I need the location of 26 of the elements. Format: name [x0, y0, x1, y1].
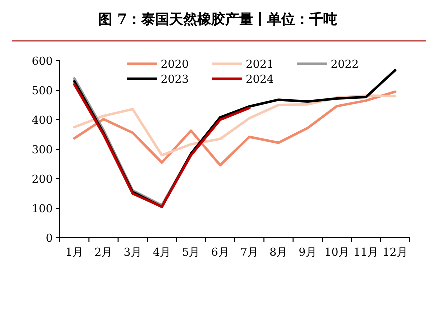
- x-tick-label: 12月: [382, 246, 408, 259]
- x-tick-label: 6月: [211, 246, 230, 259]
- legend-label: 2022: [331, 58, 359, 71]
- legend-label: 2021: [246, 58, 274, 71]
- chart-title: 图 7：泰国天然橡胶产量丨单位：千吨: [98, 11, 338, 28]
- legend-label: 2020: [161, 58, 189, 71]
- legend-label: 2024: [246, 73, 274, 86]
- x-tick-label: 8月: [270, 246, 288, 259]
- y-tick-label: 400: [32, 114, 53, 127]
- y-tick-label: 100: [32, 202, 53, 216]
- y-tick-label: 600: [32, 55, 53, 68]
- legend-label: 2023: [161, 73, 189, 86]
- x-tick-label: 4月: [153, 246, 172, 259]
- y-tick-label: 500: [32, 84, 53, 98]
- x-tick-label: 7月: [240, 246, 259, 259]
- x-tick-label: 10月: [324, 246, 350, 259]
- x-tick-label: 1月: [66, 246, 84, 259]
- line-series: [73, 90, 397, 167]
- x-tick-label: 5月: [182, 246, 200, 259]
- x-tick-label: 11月: [354, 246, 379, 259]
- y-tick-label: 300: [32, 144, 53, 156]
- x-tick-label: 9月: [298, 246, 317, 259]
- y-tick-label: 200: [32, 173, 53, 186]
- x-tick-label: 3月: [124, 246, 142, 259]
- y-tick-label: 0: [46, 232, 53, 245]
- x-tick-label: 2月: [94, 246, 113, 259]
